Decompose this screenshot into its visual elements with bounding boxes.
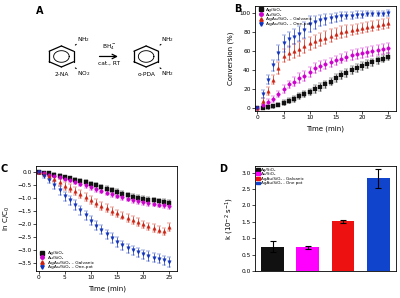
Text: 2-NA: 2-NA xyxy=(54,72,68,77)
Text: NO$_2$: NO$_2$ xyxy=(77,69,90,78)
X-axis label: Time (min): Time (min) xyxy=(306,126,344,132)
Text: B: B xyxy=(234,4,241,14)
Text: D: D xyxy=(220,164,228,174)
Bar xyxy=(332,221,354,271)
Legend: Ag/SiO₂, Au/SiO₂, AgAu/SiO₂ - Galvanic, AgAu/SiO₂ - One pot: Ag/SiO₂, Au/SiO₂, AgAu/SiO₂ - Galvanic, … xyxy=(256,167,304,186)
Bar xyxy=(296,248,319,271)
Bar xyxy=(367,179,390,271)
Text: C: C xyxy=(1,164,8,174)
Text: NH$_2$: NH$_2$ xyxy=(77,35,90,44)
Text: o-PDA: o-PDA xyxy=(137,72,155,77)
Text: BH$_4^-$: BH$_4^-$ xyxy=(102,42,116,52)
Text: A: A xyxy=(36,6,44,16)
Text: cat., RT: cat., RT xyxy=(98,61,120,66)
X-axis label: Time (min): Time (min) xyxy=(88,286,126,292)
Y-axis label: ln C/C$_0$: ln C/C$_0$ xyxy=(2,206,12,231)
Y-axis label: k (10$^{-2}$ s$^{-1}$): k (10$^{-2}$ s$^{-1}$) xyxy=(224,197,236,240)
Bar xyxy=(261,246,284,271)
Legend: Ag/SiO₂, Au/SiO₂, AgAu/SiO₂ – Galvanic, AgAu/SiO₂ – One-pot: Ag/SiO₂, Au/SiO₂, AgAu/SiO₂ – Galvanic, … xyxy=(256,7,313,27)
Text: NH$_2$: NH$_2$ xyxy=(161,69,174,78)
Legend: Ag/SiO₂, Au/SiO₂, AgAu/SiO₂ – Galvanic, AgAu/SiO₂ – One-pot: Ag/SiO₂, Au/SiO₂, AgAu/SiO₂ – Galvanic, … xyxy=(37,251,94,270)
Text: NH$_2$: NH$_2$ xyxy=(161,35,174,44)
Y-axis label: Conversion (%): Conversion (%) xyxy=(228,32,234,85)
